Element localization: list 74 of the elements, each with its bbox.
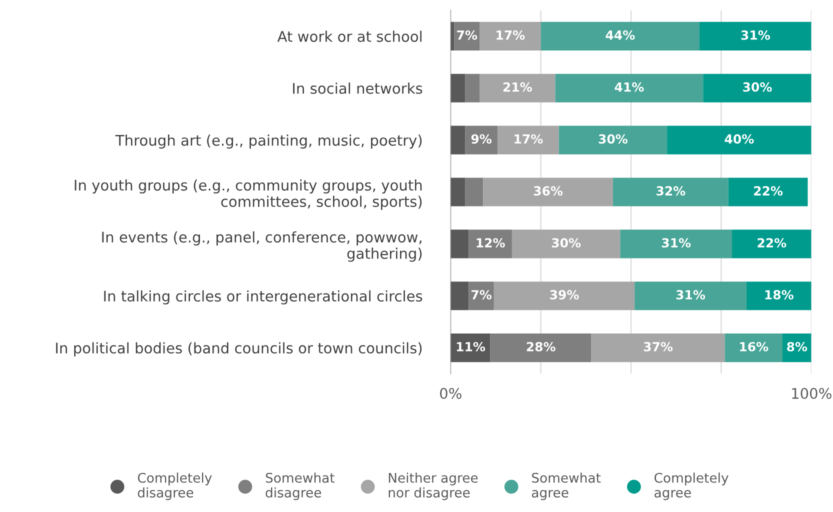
bar [512, 230, 620, 258]
bar [612, 178, 728, 206]
bar [540, 22, 700, 50]
bar [558, 126, 668, 154]
bar [700, 22, 812, 50]
y-tick-label: In social networks [293, 82, 422, 94]
data-label: 31% [662, 238, 691, 248]
y-tick-label: Through art (e.g., painting, music, poetry) [115, 134, 422, 149]
data-label: 41% [614, 82, 644, 92]
bar [498, 126, 559, 154]
data-label: 9% [471, 134, 492, 144]
bar [494, 282, 635, 310]
legend-label: Somewhat agree [532, 472, 601, 500]
bar [468, 230, 512, 258]
legend-label: Somewhat disagree [266, 472, 335, 500]
bar [480, 74, 556, 102]
bar [483, 178, 613, 206]
bar [667, 126, 812, 154]
x-tick-label: 0% [440, 388, 462, 399]
data-label: 12% [476, 238, 505, 248]
bar [728, 178, 808, 206]
data-label: 37% [644, 342, 673, 352]
bar [465, 178, 484, 206]
bar [591, 334, 725, 362]
bar [450, 178, 466, 206]
data-label: 7% [472, 290, 492, 300]
data-label: 32% [656, 186, 686, 196]
bar [620, 230, 732, 258]
data-label: 31% [741, 30, 770, 40]
bar [746, 282, 812, 310]
bar [732, 230, 812, 258]
data-label: 18% [765, 290, 794, 300]
bar [468, 282, 494, 310]
data-label: 44% [606, 30, 635, 40]
data-label: 11% [456, 342, 486, 352]
data-label: 30% [552, 238, 581, 248]
bar [450, 126, 466, 154]
bar [480, 22, 541, 50]
bar [703, 74, 812, 102]
y-tick-label: In youth groups (e.g., community groups, youth committees, school, sports) [74, 179, 422, 210]
data-label: 22% [754, 186, 783, 196]
bar [465, 126, 498, 154]
data-label: 30% [743, 82, 772, 92]
legend-label: Completely agree [654, 472, 728, 500]
bar [634, 282, 746, 310]
data-label: 7% [457, 30, 478, 40]
y-tick-label: In political bodies (band councils or town councils) [56, 342, 422, 356]
data-label: 30% [598, 134, 628, 144]
data-label: 36% [534, 186, 563, 196]
data-label: 8% [787, 342, 808, 352]
bar [555, 74, 704, 102]
bar [724, 334, 782, 362]
bar [450, 74, 466, 102]
legend-label: Completely disagree [138, 472, 212, 500]
data-label: 28% [526, 342, 556, 352]
y-tick-label: In events (e.g., panel, conference, powwow, gathering) [102, 231, 422, 262]
legend-label: Neither agree nor disagree [388, 472, 478, 500]
data-label: 17% [514, 134, 543, 144]
data-label: 16% [740, 342, 768, 352]
data-label: 31% [676, 290, 706, 300]
y-tick-label: At work or at school [277, 30, 422, 42]
data-label: 22% [758, 238, 786, 248]
bar [465, 74, 480, 102]
data-label: 39% [550, 290, 579, 300]
x-tick-label: 100% [792, 388, 832, 399]
bar [450, 334, 490, 362]
bar [490, 334, 592, 362]
bar [450, 230, 469, 258]
bar [450, 22, 454, 50]
data-label: 40% [724, 134, 754, 144]
data-label: 21% [503, 82, 532, 92]
bar [450, 282, 469, 310]
y-tick-label: In talking circles or intergenerational circles [104, 290, 422, 304]
data-label: 17% [496, 30, 525, 40]
